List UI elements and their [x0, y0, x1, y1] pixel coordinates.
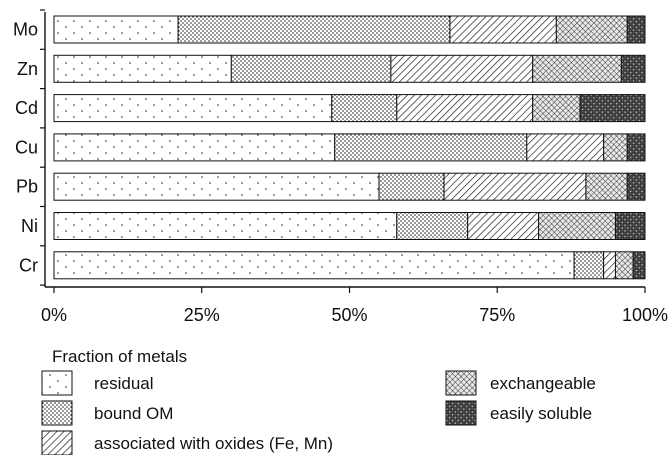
bars-layer: Mo Zn Cd Cu Pb Ni Cr	[13, 15, 646, 280]
bar-group-cd: Cd	[15, 94, 646, 123]
legend-label: exchangeable	[490, 374, 596, 393]
bar-segment-mo-dark-check	[626, 15, 646, 44]
bar-segment-cd-hatch	[396, 94, 534, 123]
bar-segment-pb-dense-dots	[378, 172, 445, 201]
bar-segment-mo-sparse-dots	[53, 15, 179, 44]
bar-segment-zn-dark-check	[620, 54, 646, 83]
category-label-pb: Pb	[16, 177, 38, 197]
legend-swatch-dark-check	[445, 400, 477, 426]
bar-segment-cd-dense-dots	[331, 94, 398, 123]
bar-group-zn: Zn	[17, 54, 646, 83]
bar-segment-zn-crosshatch	[532, 54, 622, 83]
category-label-ni: Ni	[21, 216, 38, 236]
x-tick-label: 25%	[184, 305, 220, 325]
bar-segment-cr-dense-dots	[573, 251, 605, 280]
bar-segment-cr-crosshatch	[614, 251, 634, 280]
bar-segment-cd-crosshatch	[532, 94, 581, 123]
bar-group-mo: Mo	[13, 15, 646, 44]
legend-item-crosshatch: exchangeable	[445, 370, 596, 396]
bar-segment-ni-sparse-dots	[53, 212, 398, 240]
bar-segment-zn-sparse-dots	[53, 54, 232, 83]
category-label-cr: Cr	[19, 255, 38, 275]
bar-segment-cu-dark-check	[626, 133, 646, 162]
x-tick-label: 50%	[331, 305, 367, 325]
category-label-cu: Cu	[15, 137, 38, 157]
legend-swatch-dense-dots	[41, 400, 73, 426]
legend-item-sparse-dots: residual	[41, 370, 154, 396]
legend-label: easily soluble	[490, 404, 592, 423]
legend-swatch-sparse-dots	[41, 370, 73, 396]
bar-segment-cr-hatch	[603, 251, 616, 280]
bar-group-cu: Cu	[15, 133, 646, 162]
bar-segment-cu-sparse-dots	[53, 133, 336, 162]
category-label-mo: Mo	[13, 20, 38, 40]
bar-segment-mo-crosshatch	[555, 15, 628, 44]
axes: 0% 25% 50% 75% 100%	[40, 9, 668, 325]
bar-segment-ni-crosshatch	[538, 212, 616, 240]
bar-segment-zn-dense-dots	[230, 54, 392, 83]
bar-segment-cd-sparse-dots	[53, 94, 333, 123]
x-tick-label: 0%	[41, 305, 67, 325]
bar-segment-pb-dark-check	[626, 172, 646, 201]
legend-item-dense-dots: bound OM	[41, 400, 173, 426]
bar-segment-pb-hatch	[443, 172, 587, 201]
legend-item-dark-check: easily soluble	[445, 400, 592, 426]
legend: Fraction of metals residual bound OM associ…	[41, 347, 596, 456]
x-tick-label: 75%	[479, 305, 515, 325]
category-label-zn: Zn	[17, 59, 38, 79]
bar-segment-cu-dense-dots	[334, 133, 528, 162]
bar-segment-cd-dark-check	[579, 94, 646, 123]
bar-segment-zn-hatch	[390, 54, 534, 83]
bar-group-cr: Cr	[19, 251, 646, 280]
bar-segment-mo-hatch	[449, 15, 557, 44]
legend-item-hatch: associated with oxides (Fe, Mn)	[41, 430, 333, 456]
bar-segment-ni-hatch	[467, 212, 540, 240]
bar-segment-ni-dense-dots	[396, 212, 469, 240]
legend-label: associated with oxides (Fe, Mn)	[94, 434, 333, 453]
bar-segment-cr-sparse-dots	[53, 251, 575, 280]
bar-segment-mo-dense-dots	[177, 15, 451, 44]
bar-segment-ni-dark-check	[614, 212, 646, 240]
bar-segment-cu-crosshatch	[603, 133, 628, 162]
bar-segment-pb-sparse-dots	[53, 172, 380, 201]
bar-segment-cr-dark-check	[632, 251, 646, 280]
legend-swatch-hatch	[41, 430, 73, 456]
x-tick-label: 100%	[622, 305, 668, 325]
bar-group-pb: Pb	[16, 172, 646, 201]
legend-label: bound OM	[94, 404, 173, 423]
bar-group-ni: Ni	[21, 212, 646, 240]
bar-segment-cu-hatch	[526, 133, 605, 162]
legend-label: residual	[94, 374, 154, 393]
legend-title: Fraction of metals	[52, 347, 187, 366]
category-label-cd: Cd	[15, 98, 38, 118]
bar-segment-pb-crosshatch	[585, 172, 628, 201]
legend-swatch-crosshatch	[445, 370, 477, 396]
